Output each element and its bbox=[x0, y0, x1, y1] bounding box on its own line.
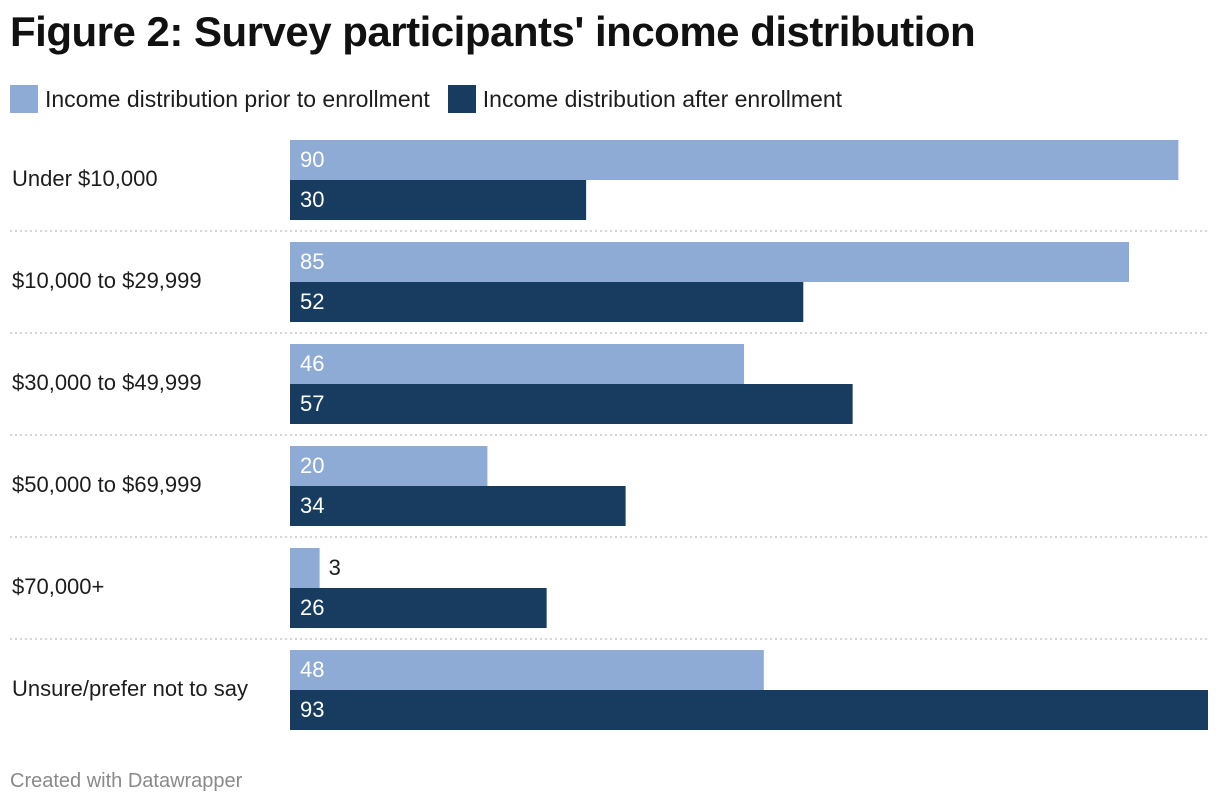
chart-title: Figure 2: Survey participants' income di… bbox=[10, 8, 976, 55]
bar-prior-70-000 bbox=[290, 548, 320, 588]
value-label-prior-70-000: 3 bbox=[329, 555, 341, 580]
category-label-30-000-to-49-999: $30,000 to $49,999 bbox=[12, 370, 202, 395]
bar-prior-30-000-to-49-999 bbox=[290, 344, 745, 384]
bar-after-50-000-to-69-999 bbox=[290, 486, 626, 526]
value-label-after-10-000-to-29-999: 52 bbox=[300, 289, 324, 314]
value-label-after-50-000-to-69-999: 34 bbox=[300, 493, 324, 518]
bar-prior-under-10-000 bbox=[290, 140, 1179, 180]
legend-swatch-prior bbox=[10, 85, 38, 113]
bar-after-unsure-prefer-not-to-say bbox=[290, 690, 1208, 730]
value-label-prior-under-10-000: 90 bbox=[300, 147, 324, 172]
bar-after-10-000-to-29-999 bbox=[290, 282, 804, 322]
value-label-after-70-000: 26 bbox=[300, 595, 324, 620]
value-label-after-unsure-prefer-not-to-say: 93 bbox=[300, 697, 324, 722]
category-label-10-000-to-29-999: $10,000 to $29,999 bbox=[12, 268, 202, 293]
legend: Income distribution prior to enrollment … bbox=[10, 84, 860, 114]
bar-after-70-000 bbox=[290, 588, 547, 628]
value-label-after-30-000-to-49-999: 57 bbox=[300, 391, 324, 416]
legend-item-after: Income distribution after enrollment bbox=[447, 85, 843, 113]
category-label-50-000-to-69-999: $50,000 to $69,999 bbox=[12, 472, 202, 497]
value-label-prior-50-000-to-69-999: 20 bbox=[300, 453, 324, 478]
bar-after-under-10-000 bbox=[290, 180, 587, 220]
value-label-prior-10-000-to-29-999: 85 bbox=[300, 249, 324, 274]
bar-prior-unsure-prefer-not-to-say bbox=[290, 650, 764, 690]
bar-prior-10-000-to-29-999 bbox=[290, 242, 1130, 282]
value-label-prior-unsure-prefer-not-to-say: 48 bbox=[300, 657, 324, 682]
legend-label-after: Income distribution after enrollment bbox=[482, 85, 843, 112]
legend-item-prior: Income distribution prior to enrollment bbox=[10, 85, 430, 113]
value-label-prior-30-000-to-49-999: 46 bbox=[300, 351, 324, 376]
legend-swatch-after bbox=[447, 85, 476, 113]
category-label-under-10-000: Under $10,000 bbox=[12, 166, 158, 191]
bar-after-30-000-to-49-999 bbox=[290, 384, 853, 424]
category-label-70-000: $70,000+ bbox=[12, 574, 104, 599]
legend-label-prior: Income distribution prior to enrollment bbox=[45, 85, 430, 112]
category-label-unsure-prefer-not-to-say: Unsure/prefer not to say bbox=[12, 676, 248, 701]
value-label-after-under-10-000: 30 bbox=[300, 187, 324, 212]
bar-prior-50-000-to-69-999 bbox=[290, 446, 488, 486]
footer-credit: Created with Datawrapper bbox=[10, 770, 243, 792]
